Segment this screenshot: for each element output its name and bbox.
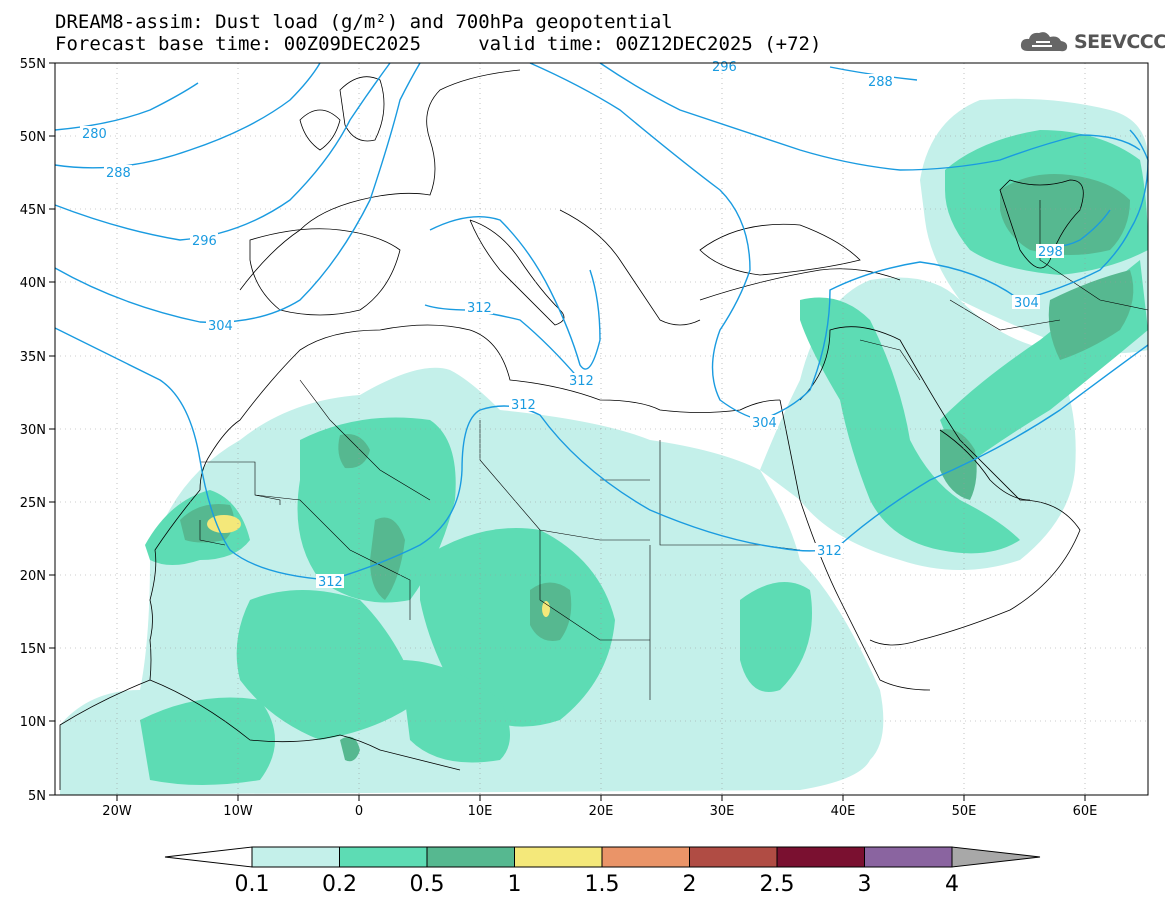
colorbar-swatch — [514, 846, 603, 868]
latitude-labels: 55N 50N 45N 40N 35N 30N 25N 20N 15N 10N … — [20, 57, 46, 804]
lat-label: 30N — [20, 423, 46, 438]
colorbar-swatch — [339, 846, 428, 868]
contour-label: 312 — [465, 300, 493, 316]
lat-label: 15N — [20, 642, 46, 657]
lat-label: 10N — [20, 715, 46, 730]
svg-text:312: 312 — [511, 398, 536, 413]
colorbar-swatch — [864, 846, 953, 868]
colorbar-label: 2.5 — [760, 872, 795, 897]
lat-label: 50N — [20, 130, 46, 145]
colorbar-label: 4 — [945, 872, 959, 897]
lon-label: 10W — [223, 804, 253, 819]
colorbar-label: 0.2 — [322, 872, 357, 897]
colorbar: 0.1 0.2 0.5 1 1.5 2 2.5 3 4 — [164, 846, 1041, 897]
colorbar-swatch — [426, 846, 515, 868]
tick-marks — [49, 62, 1086, 801]
contour-label: 288 — [104, 165, 132, 181]
svg-text:312: 312 — [569, 374, 594, 389]
contour-label: 304 — [1012, 295, 1040, 311]
colorbar-label: 0.1 — [235, 872, 270, 897]
svg-text:304: 304 — [208, 319, 233, 334]
lat-label: 35N — [20, 350, 46, 365]
colorbar-label: 0.5 — [410, 872, 445, 897]
lat-label: 40N — [20, 276, 46, 291]
lat-label: 55N — [20, 57, 46, 72]
svg-text:312: 312 — [318, 575, 343, 590]
svg-text:296: 296 — [712, 60, 737, 75]
contour-labels: 280 288 296 304 312 312 312 312 304 312 … — [80, 60, 1064, 590]
lon-label: 30E — [710, 804, 735, 819]
svg-text:298: 298 — [1038, 245, 1063, 260]
lat-label: 45N — [20, 203, 46, 218]
svg-text:280: 280 — [82, 127, 107, 142]
colorbar-label: 2 — [683, 872, 697, 897]
lat-label: 20N — [20, 569, 46, 584]
colorbar-label: 3 — [858, 872, 872, 897]
lon-label: 0 — [355, 804, 363, 819]
svg-text:304: 304 — [752, 416, 777, 431]
logo-text: SEEVCCC — [1074, 31, 1165, 53]
contour-label: 304 — [206, 318, 234, 334]
contour-label: 298 — [1036, 244, 1064, 260]
lon-label: 50E — [952, 804, 977, 819]
svg-text:288: 288 — [868, 75, 893, 90]
contour-label: 304 — [750, 415, 778, 431]
dust-shading — [60, 98, 1148, 795]
longitude-labels: 20W 10W 0 10E 20E 30E 40E 50E 60E — [102, 804, 1097, 819]
svg-text:312: 312 — [817, 544, 842, 559]
svg-text:296: 296 — [192, 234, 217, 249]
lon-label: 20E — [589, 804, 614, 819]
coastlines — [59, 69, 1084, 790]
contour-label: 296 — [190, 233, 218, 249]
svg-text:312: 312 — [467, 301, 492, 316]
seevccc-logo: SEEVCCC — [1018, 28, 1165, 56]
colorbar-label: 1 — [508, 872, 522, 897]
svg-text:288: 288 — [106, 166, 131, 181]
contour-label: 312 — [567, 373, 595, 389]
geopotential-contours — [54, 62, 1149, 581]
lat-label: 25N — [20, 496, 46, 511]
lon-label: 10E — [468, 804, 493, 819]
colorbar-swatch — [601, 846, 690, 868]
contour-label: 280 — [80, 126, 108, 142]
colorbar-swatch — [776, 846, 865, 868]
colorbar-under-arrow — [164, 846, 253, 868]
lat-label: 5N — [28, 789, 46, 804]
lon-label: 40E — [831, 804, 856, 819]
cloud-logo-icon — [1020, 32, 1068, 52]
map-title: DREAM8-assim: Dust load (g/m²) and 700hP… — [55, 11, 673, 33]
graticule — [55, 63, 1148, 795]
lon-label: 20W — [102, 804, 132, 819]
svg-text:304: 304 — [1014, 296, 1039, 311]
map-subtitle: Forecast base time: 00Z09DEC2025 valid t… — [55, 33, 822, 55]
colorbar-label: 1.5 — [585, 872, 620, 897]
contour-label: 288 — [866, 74, 894, 90]
contour-label: 312 — [316, 574, 344, 590]
colorbar-swatch — [689, 846, 778, 868]
contour-label: 312 — [509, 397, 537, 413]
colorbar-swatch — [251, 846, 340, 868]
colorbar-over-arrow — [951, 846, 1041, 868]
country-borders — [199, 200, 1149, 700]
contour-label: 312 — [815, 543, 843, 559]
contour-label: 296 — [710, 60, 738, 75]
lon-label: 60E — [1073, 804, 1098, 819]
